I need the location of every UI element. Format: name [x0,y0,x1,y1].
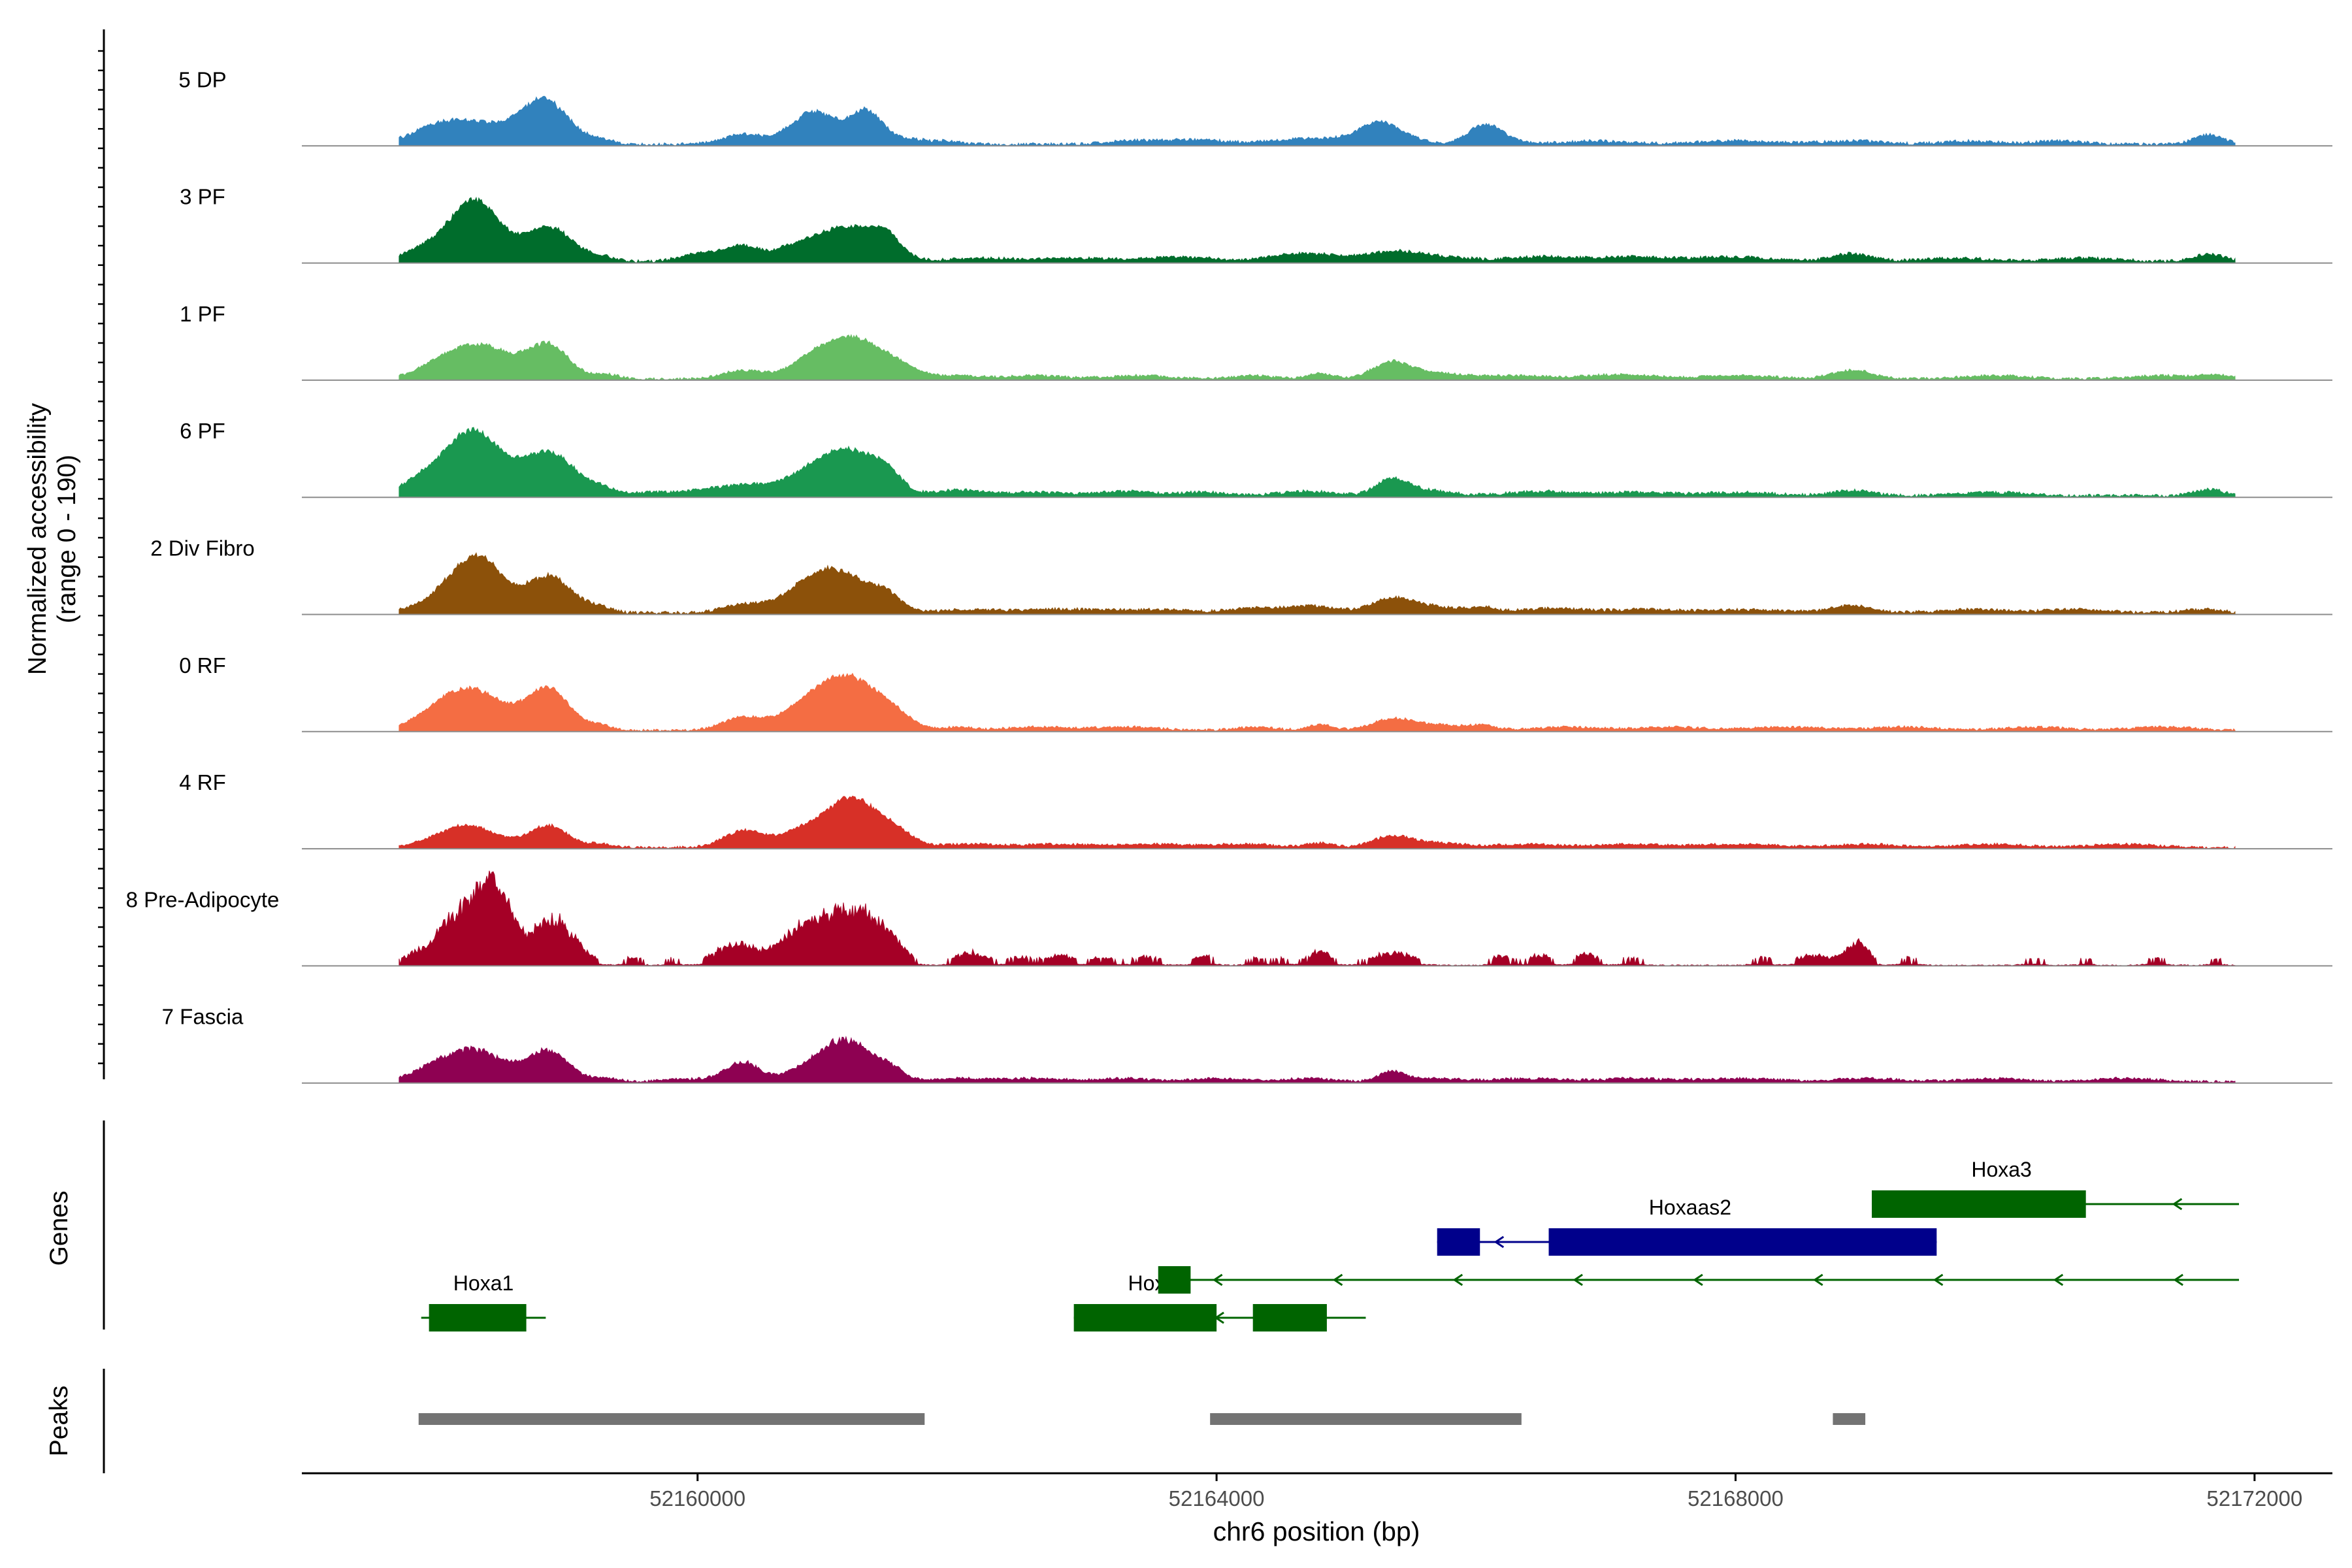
strand-arrow [2053,1273,2064,1286]
coverage-area [399,95,2236,147]
coverage-track-2: 1 PF [180,302,2332,381]
gene-hoxa3: Hoxa3 [1871,1158,2240,1218]
strand-arrow [2173,1273,2183,1286]
peaks-panel-title: Peaks [45,1386,73,1456]
x-axis-ticks: 52160000 52164000 52168000 52172000 [649,1473,2302,1511]
strand-arrow [1332,1273,1343,1286]
gene-label: Hoxa3 [1971,1158,2032,1181]
x-tick-label: 52164000 [1169,1486,1265,1511]
peak-region [1833,1413,1866,1425]
strand-arrow [1212,1273,1223,1286]
gene-exon [1871,1190,2086,1218]
x-tick-label: 52172000 [2206,1486,2302,1511]
y-axis-title-line1: Normalized accessibility [24,402,52,675]
track-label: 4 RF [179,770,226,794]
coverage-area [399,427,2236,498]
peak-region [418,1413,925,1425]
track-label: 7 Fascia [162,1005,244,1029]
coverage-area [399,197,2236,264]
strand-arrow [1452,1273,1463,1286]
x-tick-label: 52160000 [649,1486,745,1511]
track-label: 3 PF [180,185,225,209]
gene-hoxa2: Hoxa2 [1073,1271,1366,1331]
peak-regions-track [418,1413,1866,1425]
strand-arrow [1933,1273,1944,1286]
coverage-track-5: 0 RF [179,653,2332,732]
coverage-track-1: 3 PF [180,185,2332,264]
coverage-area [399,870,2236,966]
coverage-track-6: 4 RF [179,770,2332,850]
gene-exon [1252,1304,1327,1331]
track-label: 1 PF [180,302,225,326]
y-axis-title-line2: (range 0 - 190) [53,455,81,623]
coverage-track-7: 8 Pre-Adipocyte [126,870,2332,967]
x-axis-title: chr6 position (bp) [1213,1516,1420,1546]
coverage-area [399,552,2236,615]
gene-label: Hoxa1 [453,1271,514,1295]
gene-exon [429,1304,527,1331]
coverage-tracks: 5 DP 3 PF 1 PF 6 PF 2 Div Fibro 0 RF 4 RF 8 Pre… [126,67,2332,1084]
strand-arrow [1573,1273,1583,1286]
coverage-area [399,672,2236,732]
track-label: 0 RF [179,653,226,678]
strand-arrow [1693,1273,1703,1286]
track-label: 8 Pre-Adipocyte [126,887,280,911]
peak-region [1210,1413,1522,1425]
x-tick-label: 52168000 [1688,1486,1784,1511]
gene-hoxa1: Hoxa1 [421,1271,546,1331]
genes-panel-title: Genes [45,1191,73,1266]
coverage-area [399,1036,2236,1084]
coverage-track-0: 5 DP [178,67,2332,147]
strand-arrow [2172,1198,2183,1211]
gene-label: Hoxaas2 [1649,1196,1731,1219]
track-label: 2 Div Fibro [150,536,255,561]
gene-exon [1158,1266,1191,1294]
coverage-track-8: 7 Fascia [162,1005,2332,1084]
track-label: 6 PF [180,419,225,443]
coverage-track-4: 2 Div Fibro [150,536,2332,615]
strand-arrow [1812,1273,1823,1286]
gene-exon [1548,1228,1937,1256]
track-label: 5 DP [178,67,226,91]
coverage-area [399,795,2236,849]
coverage-area [399,334,2236,381]
gene-exon [1437,1228,1480,1256]
gene-annotation-track: Hoxa1Hoxa2Gm28308Hoxaas2Hoxa3 [421,1158,2240,1331]
gene-hoxaas2: Hoxaas2 [1437,1196,1937,1256]
gene-exon [1073,1304,1217,1331]
strand-arrow [1494,1235,1505,1249]
coverage-y-axis-ticks [98,50,104,1064]
coverage-track-3: 6 PF [180,419,2332,498]
